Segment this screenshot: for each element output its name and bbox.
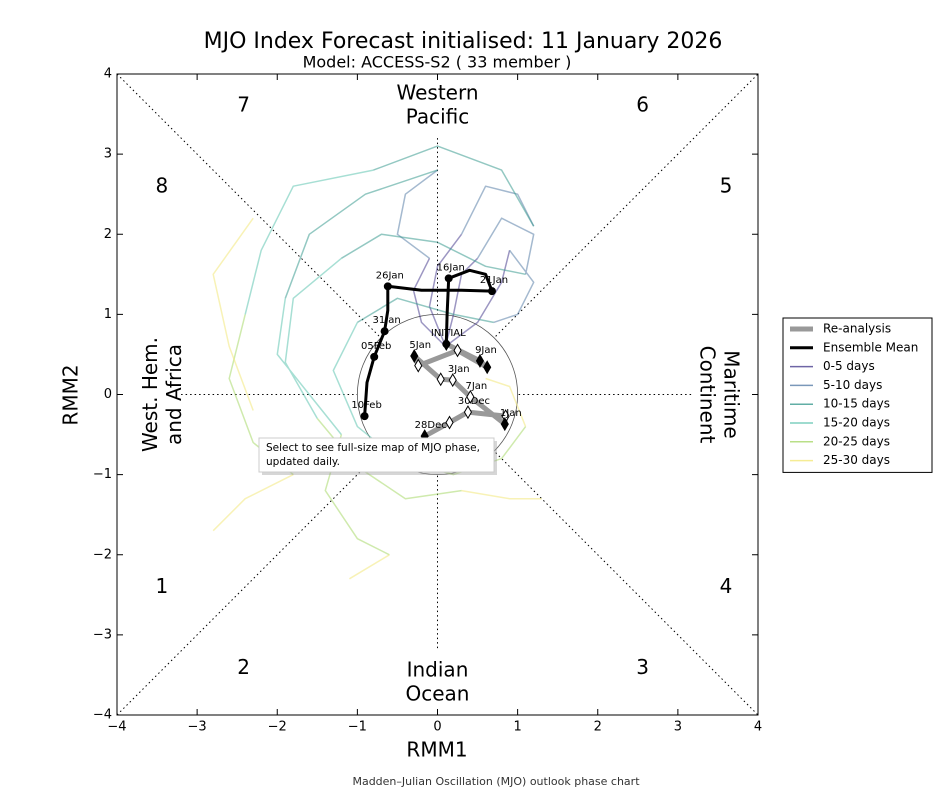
ensemble-marker — [442, 340, 451, 349]
series-line — [244, 169, 398, 460]
y-tick-label: −4 — [93, 708, 112, 723]
legend-label: Re-analysis — [823, 322, 891, 336]
legend-label: 5-10 days — [823, 378, 882, 392]
legend: Re-analysis Ensemble Mean 0-5 days 5-10 day… — [782, 317, 933, 473]
region-label: Western — [396, 81, 478, 105]
point-label: 16Jan — [437, 262, 465, 273]
point-label: 7Jan — [465, 381, 487, 392]
y-tick-label: 1 — [104, 307, 112, 322]
legend-label: 15-20 days — [823, 416, 890, 430]
ensemble-marker — [360, 412, 369, 421]
point-label: 10Feb — [351, 400, 381, 411]
ensemble-marker — [487, 287, 496, 296]
x-tick-label: 2 — [594, 720, 602, 735]
legend-label: 20-25 days — [823, 434, 890, 448]
ensemble-marker — [380, 327, 389, 336]
reanalysis-marker — [410, 349, 419, 364]
legend-box — [782, 317, 933, 473]
phase-number: 3 — [636, 655, 649, 679]
legend-label: 0-5 days — [823, 359, 875, 373]
y-tick-label: 3 — [104, 147, 112, 162]
reanalysis-marker — [436, 372, 445, 387]
point-label: 31Jan — [373, 315, 401, 326]
legend-label: 10-15 days — [823, 397, 890, 411]
x-tick-label: 3 — [674, 720, 682, 735]
tooltip[interactable]: Select to see full-size map of MJO phase… — [258, 437, 497, 475]
point-label: 3Jan — [448, 364, 470, 375]
chart-title: MJO Index Forecast initialised: 11 Janua… — [204, 29, 723, 54]
point-label: 05Feb — [361, 341, 391, 352]
tooltip-text: Select to see full-size map of MJO phase… — [266, 442, 480, 454]
ensemble-marker — [444, 274, 453, 283]
series-line — [396, 169, 535, 324]
region-label: Ocean — [406, 681, 470, 705]
region-label: and Africa — [162, 344, 186, 445]
legend-label: 25-30 days — [823, 453, 890, 467]
y-tick-label: −3 — [93, 627, 112, 642]
series-line — [412, 233, 511, 348]
point-label: 26Jan — [376, 270, 404, 281]
ensemble-marker — [370, 352, 379, 361]
y-tick-label: 0 — [104, 387, 112, 402]
region-label: Continent — [695, 346, 719, 444]
reanalysis-marker — [445, 415, 454, 430]
x-tick-label: −2 — [268, 720, 287, 735]
series-line — [411, 341, 509, 439]
region-label: West. Hem. — [138, 337, 162, 452]
reanalysis-marker — [463, 405, 473, 420]
region-label: Pacific — [406, 105, 470, 129]
phase-number: 1 — [156, 574, 169, 598]
y-tick-label: 2 — [104, 227, 112, 242]
phase-number: 5 — [720, 173, 733, 197]
chart-subtitle: Model: ACCESS-S2 ( 33 member ) — [303, 53, 572, 72]
phase-number: 2 — [237, 655, 250, 679]
reanalysis-marker — [453, 343, 462, 358]
reanalysis-marker — [466, 389, 475, 404]
ensemble-marker — [383, 282, 392, 291]
reanalysis-marker — [500, 417, 509, 432]
point-label: 1Jan — [500, 408, 522, 419]
point-label: 28Dec — [415, 420, 447, 431]
series-line — [212, 217, 542, 580]
phase-number: 8 — [156, 173, 169, 197]
phase-number: 4 — [720, 574, 733, 598]
point-label: 9Jan — [475, 345, 497, 356]
x-tick-label: −4 — [107, 720, 126, 735]
y-tick-label: −2 — [93, 547, 112, 562]
point-label: 5Jan — [409, 340, 431, 351]
series-line — [228, 314, 527, 556]
point-label: 30Dec — [458, 396, 490, 407]
caption: Madden–Julian Oscillation (MJO) outlook … — [352, 775, 640, 788]
x-tick-label: 1 — [513, 720, 521, 735]
unit-circle — [356, 313, 519, 476]
point-label: INITIAL — [431, 328, 466, 339]
x-axis-label: RMM1 — [406, 738, 467, 762]
region-label: Maritime — [719, 350, 743, 438]
region-label: Indian — [407, 657, 469, 681]
reanalysis-marker — [414, 358, 423, 373]
phase-number: 7 — [237, 93, 250, 117]
point-label: 21Jan — [480, 275, 508, 286]
phase-number: 6 — [636, 93, 649, 117]
x-tick-label: 4 — [754, 720, 762, 735]
series-line — [284, 145, 535, 324]
reanalysis-marker — [448, 373, 457, 388]
tooltip-box — [258, 437, 495, 473]
tooltip-text: updated daily. — [266, 456, 340, 468]
x-tick-label: −3 — [188, 720, 207, 735]
x-tick-label: 0 — [433, 720, 441, 735]
legend-label: Ensemble Mean — [823, 340, 918, 354]
reanalysis-marker — [483, 360, 492, 375]
y-tick-label: 4 — [104, 67, 112, 82]
x-tick-label: −1 — [348, 720, 367, 735]
reanalysis-marker — [475, 353, 485, 368]
y-tick-label: −1 — [93, 467, 112, 482]
y-axis-label: RMM2 — [59, 364, 83, 425]
